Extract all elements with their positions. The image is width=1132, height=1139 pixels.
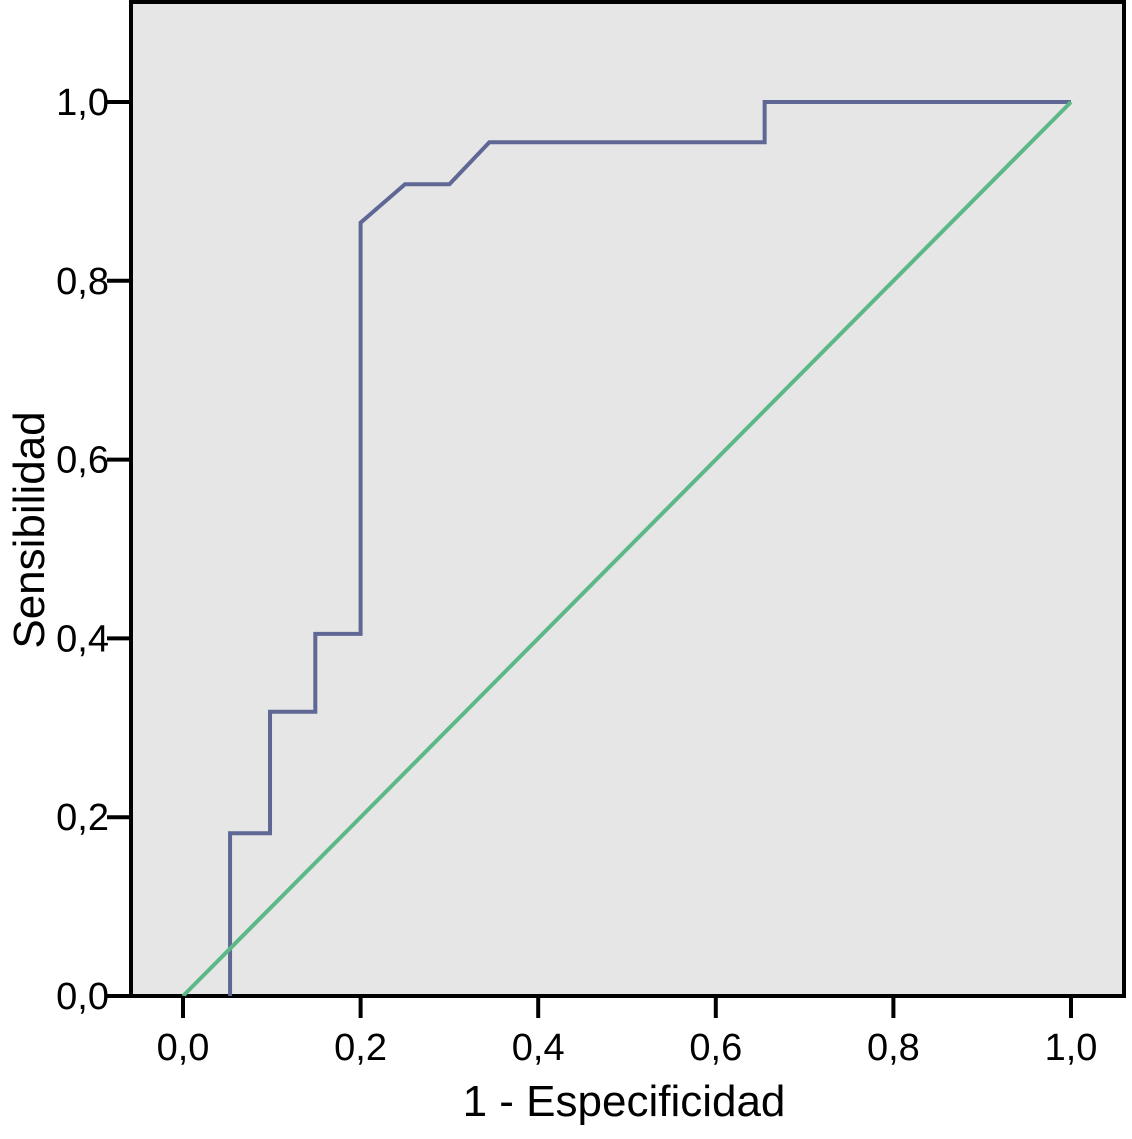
x-tick-label: 0,2 <box>334 1027 387 1069</box>
y-tick-label: 0,6 <box>56 440 109 482</box>
x-tick-label: 0,8 <box>867 1027 920 1069</box>
y-tick-label: 0,8 <box>56 261 109 303</box>
y-tick-label: 0,2 <box>56 797 109 839</box>
x-tick-label: 0,6 <box>689 1027 742 1069</box>
y-tick-label: 1,0 <box>56 82 109 124</box>
y-tick-label: 0,4 <box>56 618 109 660</box>
y-tick-label: 0,0 <box>56 976 109 1018</box>
x-tick-label: 1,0 <box>1045 1027 1098 1069</box>
axis-layer: 0,0 0,2 0,4 0,6 0,8 1,0 0,0 0,2 0,4 0,6 0,8 1,0 <box>56 82 1097 1069</box>
x-tick-label: 0,4 <box>512 1027 565 1069</box>
y-axis-title: Sensibilidad <box>5 411 54 648</box>
roc-curve <box>228 100 1071 996</box>
plot-area <box>129 0 1126 998</box>
reference-diagonal-line <box>181 100 1073 998</box>
series-layer <box>181 100 1073 998</box>
x-tick-label: 0,0 <box>157 1027 210 1069</box>
x-axis-title: 1 - Especificidad <box>463 1077 786 1126</box>
